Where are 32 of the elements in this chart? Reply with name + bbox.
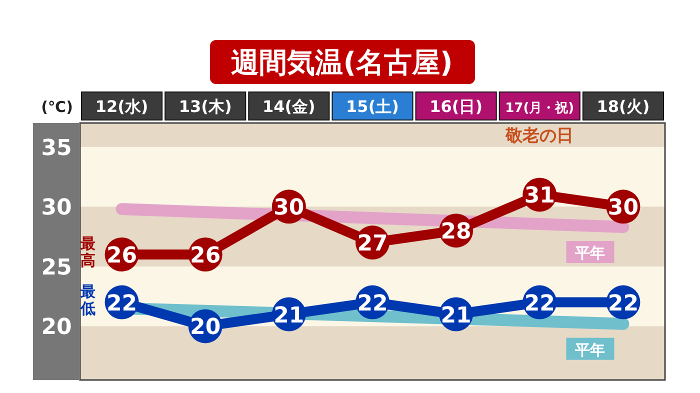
data-label: 31 — [524, 184, 555, 209]
y-axis-title: (℃) — [41, 98, 73, 116]
annotation: 敬老の日 — [504, 126, 574, 146]
data-label: 21 — [440, 303, 472, 328]
data-label: 22 — [608, 291, 639, 316]
data-label: 21 — [274, 303, 304, 328]
x-tick-label: 18(火) — [596, 97, 650, 116]
data-label: 22 — [524, 291, 555, 316]
data-label: 22 — [357, 291, 388, 316]
y-tick-label: 30 — [41, 196, 72, 221]
data-label: 30 — [608, 196, 639, 221]
data-label: 22 — [106, 291, 138, 316]
data-label: 20 — [190, 315, 221, 340]
data-label: 26 — [106, 243, 138, 268]
y-tick-label: 25 — [41, 255, 72, 280]
chart-title: 週間気温(名古屋) — [231, 46, 453, 79]
y-tick-label: 20 — [41, 315, 72, 340]
y-tick-label: 35 — [41, 136, 72, 161]
data-label: 27 — [357, 232, 388, 257]
series-label: 平年 — [574, 340, 606, 359]
series-label: 最低 — [80, 282, 96, 318]
data-label: 28 — [440, 220, 472, 245]
x-tick-label: 17(月・祝) — [505, 100, 574, 116]
data-label: 30 — [274, 196, 304, 221]
x-tick-label: 15(土) — [346, 97, 399, 116]
x-tick-label: 16(日) — [430, 97, 483, 116]
x-tick-label: 14(金) — [262, 97, 316, 116]
x-tick-label: 13(木) — [178, 97, 232, 116]
x-tick-label: 12(水) — [95, 97, 148, 116]
data-label: 26 — [190, 243, 221, 268]
series-label: 平年 — [574, 244, 606, 262]
series-label: 最高 — [80, 234, 96, 270]
